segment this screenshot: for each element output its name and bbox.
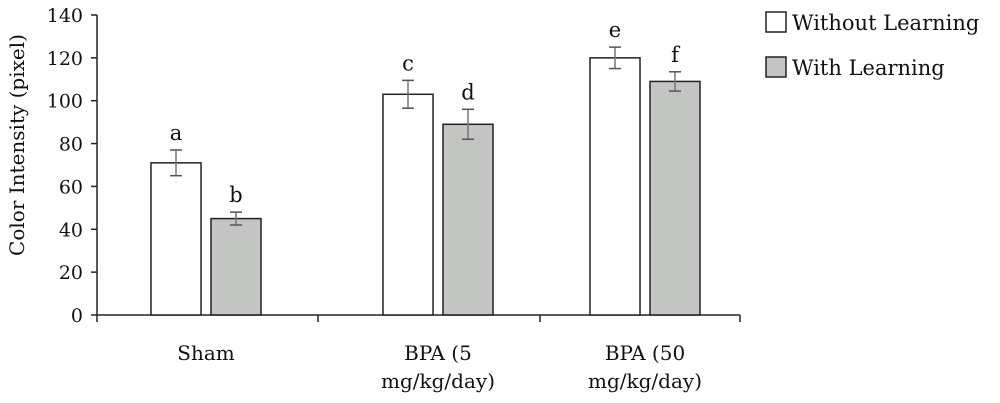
legend-label: Without Learning xyxy=(792,11,979,35)
x-tick-label-line: Sham xyxy=(177,341,235,365)
legend-swatch xyxy=(765,56,787,78)
y-tick-label: 60 xyxy=(59,176,83,198)
y-tick-label: 40 xyxy=(59,219,83,241)
x-tick-label-line: BPA (5 xyxy=(404,341,472,365)
significance-label: c xyxy=(402,51,414,75)
significance-label: d xyxy=(461,80,474,104)
significance-label: a xyxy=(170,121,183,145)
y-tick-label: 0 xyxy=(71,305,83,327)
y-tick-label: 20 xyxy=(59,262,83,284)
y-axis-title: Color Intensity (pixel) xyxy=(5,34,29,256)
bar xyxy=(589,57,641,316)
x-tick-label: BPA (5 mg/kg/day) xyxy=(381,341,495,393)
y-tick-label: 120 xyxy=(47,48,83,70)
legend-label: With Learning xyxy=(792,56,945,80)
x-tick-label-line: mg/kg/day) xyxy=(381,369,495,393)
bar xyxy=(649,80,701,316)
x-tick-label: Sham xyxy=(177,341,235,365)
y-tick-label: 100 xyxy=(47,91,83,113)
legend: Without Learning With Learning xyxy=(765,11,979,80)
bars: a c e b d f xyxy=(150,18,701,316)
bar xyxy=(150,162,202,316)
significance-label: e xyxy=(609,18,621,42)
legend-swatch xyxy=(765,11,787,33)
bar xyxy=(210,217,262,316)
significance-label: f xyxy=(671,43,681,67)
bar xyxy=(442,123,494,316)
x-tick-label-line: mg/kg/day) xyxy=(588,369,702,393)
significance-label: b xyxy=(229,183,242,207)
axes: 0 20 40 60 80 100 120 140 xyxy=(47,5,741,327)
y-tick-label: 80 xyxy=(59,134,83,156)
category-labels: Sham BPA (5 mg/kg/day) BPA (50 mg/kg/day) xyxy=(177,341,702,393)
x-tick-label-line: BPA (50 xyxy=(605,341,685,365)
bar xyxy=(382,93,434,316)
y-tick-label: 140 xyxy=(47,5,83,27)
x-tick-label: BPA (50 mg/kg/day) xyxy=(588,341,702,393)
